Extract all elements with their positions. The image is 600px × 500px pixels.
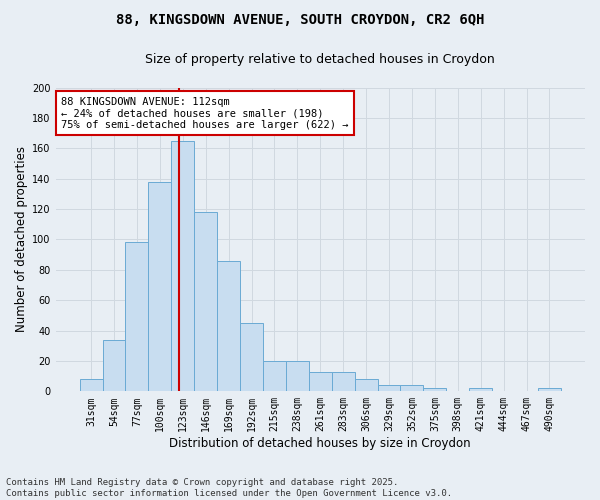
Bar: [194, 212, 217, 392]
Bar: [217, 260, 240, 392]
Text: 88 KINGSDOWN AVENUE: 112sqm
← 24% of detached houses are smaller (198)
75% of se: 88 KINGSDOWN AVENUE: 112sqm ← 24% of det…: [61, 96, 349, 130]
Title: Size of property relative to detached houses in Croydon: Size of property relative to detached ho…: [145, 52, 495, 66]
Bar: [309, 372, 332, 392]
Bar: [263, 361, 286, 392]
Bar: [538, 388, 561, 392]
Bar: [332, 372, 355, 392]
Bar: [240, 323, 263, 392]
Text: 88, KINGSDOWN AVENUE, SOUTH CROYDON, CR2 6QH: 88, KINGSDOWN AVENUE, SOUTH CROYDON, CR2…: [116, 12, 484, 26]
Bar: [377, 386, 400, 392]
Bar: [424, 388, 446, 392]
Bar: [400, 386, 424, 392]
Y-axis label: Number of detached properties: Number of detached properties: [15, 146, 28, 332]
Bar: [171, 140, 194, 392]
Text: Contains HM Land Registry data © Crown copyright and database right 2025.
Contai: Contains HM Land Registry data © Crown c…: [6, 478, 452, 498]
X-axis label: Distribution of detached houses by size in Croydon: Distribution of detached houses by size …: [169, 437, 471, 450]
Bar: [103, 340, 125, 392]
Bar: [286, 361, 309, 392]
Bar: [125, 242, 148, 392]
Bar: [469, 388, 492, 392]
Bar: [148, 182, 171, 392]
Bar: [80, 379, 103, 392]
Bar: [355, 379, 377, 392]
